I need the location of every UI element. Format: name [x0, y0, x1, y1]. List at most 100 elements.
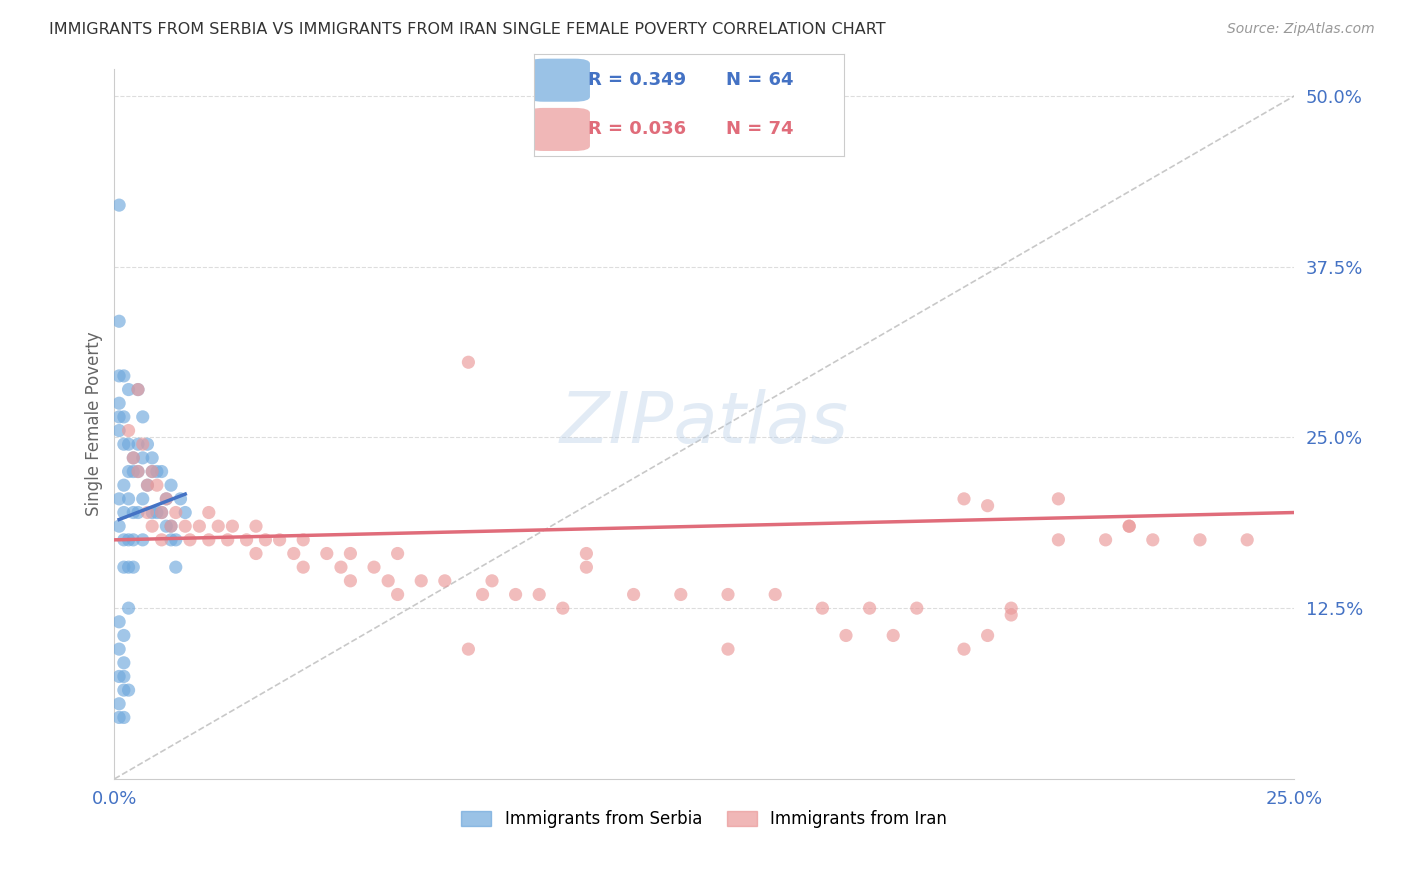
Text: R = 0.349: R = 0.349 — [588, 70, 686, 88]
Point — [132, 437, 155, 451]
Point — [529, 587, 551, 601]
Point — [976, 628, 998, 642]
Point — [141, 519, 163, 533]
Point — [117, 491, 139, 506]
Point — [254, 533, 277, 547]
Point — [108, 198, 131, 212]
Point — [165, 560, 187, 574]
Point — [155, 491, 177, 506]
Point — [112, 437, 135, 451]
Point — [108, 710, 131, 724]
Point — [207, 519, 229, 533]
Point — [112, 656, 135, 670]
Point — [245, 519, 267, 533]
Point — [132, 409, 155, 424]
Point — [122, 465, 145, 479]
Point — [108, 669, 131, 683]
Point — [387, 547, 409, 561]
Point — [623, 587, 645, 601]
Point — [108, 491, 131, 506]
Point — [146, 506, 169, 520]
Point — [108, 409, 131, 424]
Point — [112, 669, 135, 683]
Point — [146, 478, 169, 492]
Point — [169, 491, 191, 506]
Point — [117, 424, 139, 438]
Point — [1000, 607, 1022, 622]
Point — [575, 560, 598, 574]
Text: N = 64: N = 64 — [725, 70, 793, 88]
Point — [132, 491, 155, 506]
Point — [141, 465, 163, 479]
Point — [117, 533, 139, 547]
Point — [575, 547, 598, 561]
Point — [127, 437, 149, 451]
Point — [117, 465, 139, 479]
Point — [112, 710, 135, 724]
Point — [363, 560, 385, 574]
Point — [1094, 533, 1116, 547]
Point — [127, 383, 149, 397]
Point — [112, 533, 135, 547]
Point — [165, 533, 187, 547]
Point — [198, 533, 221, 547]
Point — [150, 465, 173, 479]
Point — [117, 683, 139, 698]
Point — [339, 547, 361, 561]
Point — [339, 574, 361, 588]
Point — [1000, 601, 1022, 615]
Y-axis label: Single Female Poverty: Single Female Poverty — [86, 332, 103, 516]
Point — [235, 533, 257, 547]
Point — [132, 533, 155, 547]
Point — [108, 697, 131, 711]
FancyBboxPatch shape — [529, 59, 591, 102]
Point — [136, 478, 159, 492]
Point — [112, 506, 135, 520]
Point — [141, 450, 163, 465]
Point — [150, 506, 173, 520]
Point — [377, 574, 399, 588]
Point — [122, 450, 145, 465]
Point — [150, 533, 173, 547]
Point — [1118, 519, 1140, 533]
Text: N = 74: N = 74 — [725, 120, 793, 138]
Text: R = 0.036: R = 0.036 — [588, 120, 686, 138]
FancyBboxPatch shape — [529, 108, 591, 151]
Point — [551, 601, 574, 615]
Point — [108, 642, 131, 657]
Point — [411, 574, 433, 588]
Point — [108, 396, 131, 410]
Point — [155, 491, 177, 506]
Point — [188, 519, 211, 533]
Point — [1142, 533, 1164, 547]
Point — [174, 506, 197, 520]
Point — [165, 506, 187, 520]
Point — [811, 601, 834, 615]
Point — [269, 533, 291, 547]
Point — [127, 465, 149, 479]
Point — [198, 506, 221, 520]
Point — [127, 506, 149, 520]
Point — [112, 409, 135, 424]
Point — [387, 587, 409, 601]
Point — [112, 478, 135, 492]
Point — [1047, 491, 1070, 506]
Point — [122, 506, 145, 520]
Point — [763, 587, 786, 601]
Point — [717, 642, 740, 657]
Point — [117, 560, 139, 574]
Point — [457, 355, 479, 369]
Point — [882, 628, 904, 642]
Point — [179, 533, 201, 547]
Point — [505, 587, 527, 601]
Point — [160, 478, 183, 492]
Point — [136, 506, 159, 520]
Point — [976, 499, 998, 513]
Point — [112, 683, 135, 698]
Point — [217, 533, 239, 547]
Point — [245, 547, 267, 561]
Point — [160, 519, 183, 533]
Point — [122, 560, 145, 574]
Text: ZIPatlas: ZIPatlas — [560, 389, 849, 458]
Point — [292, 560, 315, 574]
